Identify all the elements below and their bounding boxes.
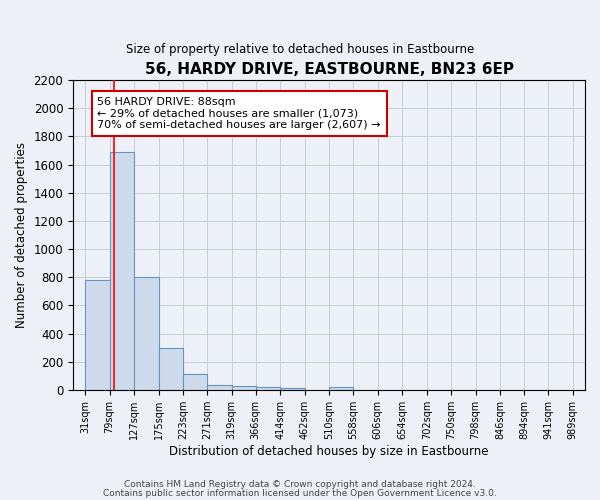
Bar [183,374,208,390]
Bar [208,385,232,390]
Text: 56 HARDY DRIVE: 88sqm
← 29% of detached houses are smaller (1,073)
70% of semi-d: 56 HARDY DRIVE: 88sqm ← 29% of detached … [97,97,381,130]
Bar [158,348,183,390]
Bar [85,280,110,390]
X-axis label: Distribution of detached houses by size in Eastbourne: Distribution of detached houses by size … [169,444,489,458]
Title: 56, HARDY DRIVE, EASTBOURNE, BN23 6EP: 56, HARDY DRIVE, EASTBOURNE, BN23 6EP [145,62,514,78]
Bar [232,386,256,390]
Bar [134,277,158,390]
Bar [280,388,305,390]
Bar [329,387,353,390]
Bar [110,152,134,390]
Text: Contains public sector information licensed under the Open Government Licence v3: Contains public sector information licen… [103,488,497,498]
Text: Size of property relative to detached houses in Eastbourne: Size of property relative to detached ho… [126,42,474,56]
Text: Contains HM Land Registry data © Crown copyright and database right 2024.: Contains HM Land Registry data © Crown c… [124,480,476,489]
Y-axis label: Number of detached properties: Number of detached properties [15,142,28,328]
Bar [256,387,280,390]
